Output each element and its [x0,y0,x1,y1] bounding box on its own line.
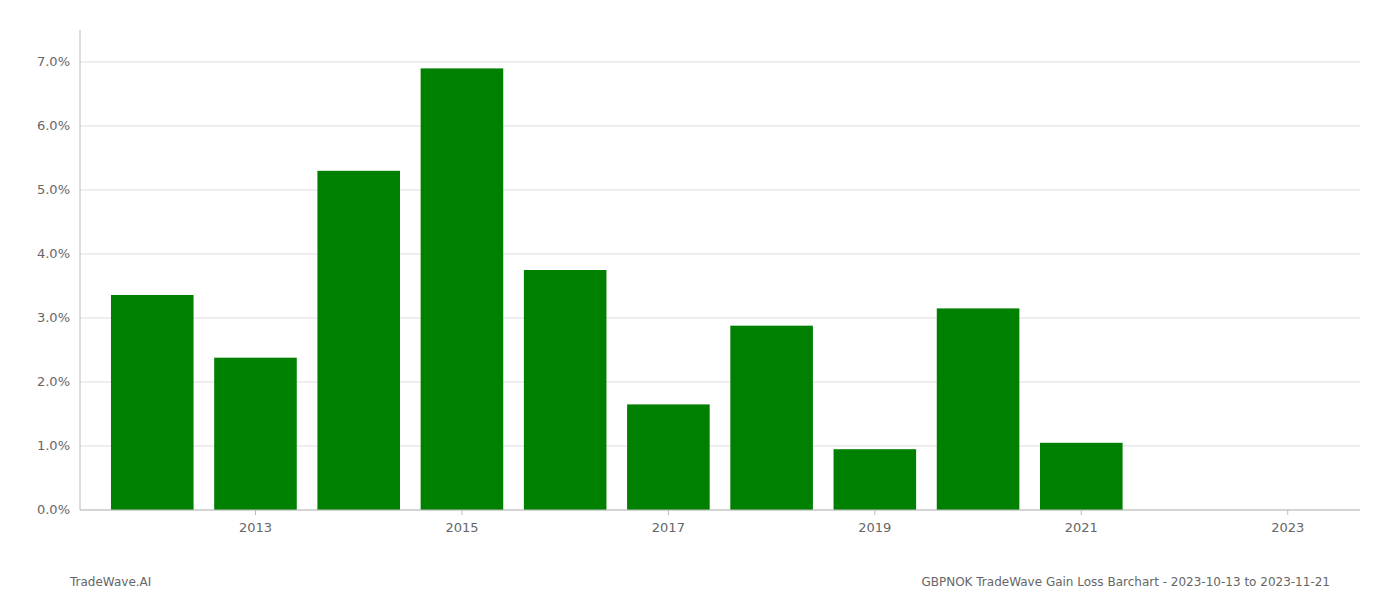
bar [214,358,297,510]
bar [524,270,607,510]
x-tick-label: 2013 [239,520,272,535]
footer-right: GBPNOK TradeWave Gain Loss Barchart - 20… [921,575,1330,589]
y-tick-label: 4.0% [37,246,70,261]
y-tick-labels: 0.0% 1.0% 2.0% 3.0% 4.0% 5.0% 6.0% 7.0% [37,54,70,517]
x-tick [461,510,462,515]
grid-line [80,62,1360,63]
grid-line [80,318,1360,319]
y-grid [80,62,1360,510]
background [0,0,1400,600]
bar [730,326,813,510]
bars [111,68,1123,510]
y-tick-label: 1.0% [37,438,70,453]
bar [111,295,194,510]
grid-line [80,190,1360,191]
x-tick [1081,510,1082,515]
x-ticks: 2013 2015 2017 2019 2021 2023 [239,510,1304,535]
x-tick-label: 2017 [652,520,685,535]
x-tick-label: 2015 [445,520,478,535]
bar [317,171,400,510]
bar [421,68,504,510]
x-tick [255,510,256,515]
y-axis-line [80,30,81,510]
x-tick [1287,510,1288,515]
x-tick [874,510,875,515]
y-tick-label: 3.0% [37,310,70,325]
y-tick-label: 2.0% [37,374,70,389]
bar [834,449,917,510]
grid-line [80,126,1360,127]
footer-left: TradeWave.AI [69,575,151,589]
grid-line [80,254,1360,255]
y-tick-label: 7.0% [37,54,70,69]
x-tick-label: 2019 [858,520,891,535]
x-tick-label: 2023 [1271,520,1304,535]
bar [937,308,1020,510]
x-tick [668,510,669,515]
bar [627,404,710,510]
y-tick-label: 0.0% [37,502,70,517]
bar [1040,443,1123,510]
grid-line [80,510,1360,511]
y-tick-label: 5.0% [37,182,70,197]
x-axis-line [80,510,1360,511]
y-tick-label: 6.0% [37,118,70,133]
chart: 0.0% 1.0% 2.0% 3.0% 4.0% 5.0% 6.0% 7.0% 2013 2015… [0,0,1400,600]
x-tick-label: 2021 [1065,520,1098,535]
